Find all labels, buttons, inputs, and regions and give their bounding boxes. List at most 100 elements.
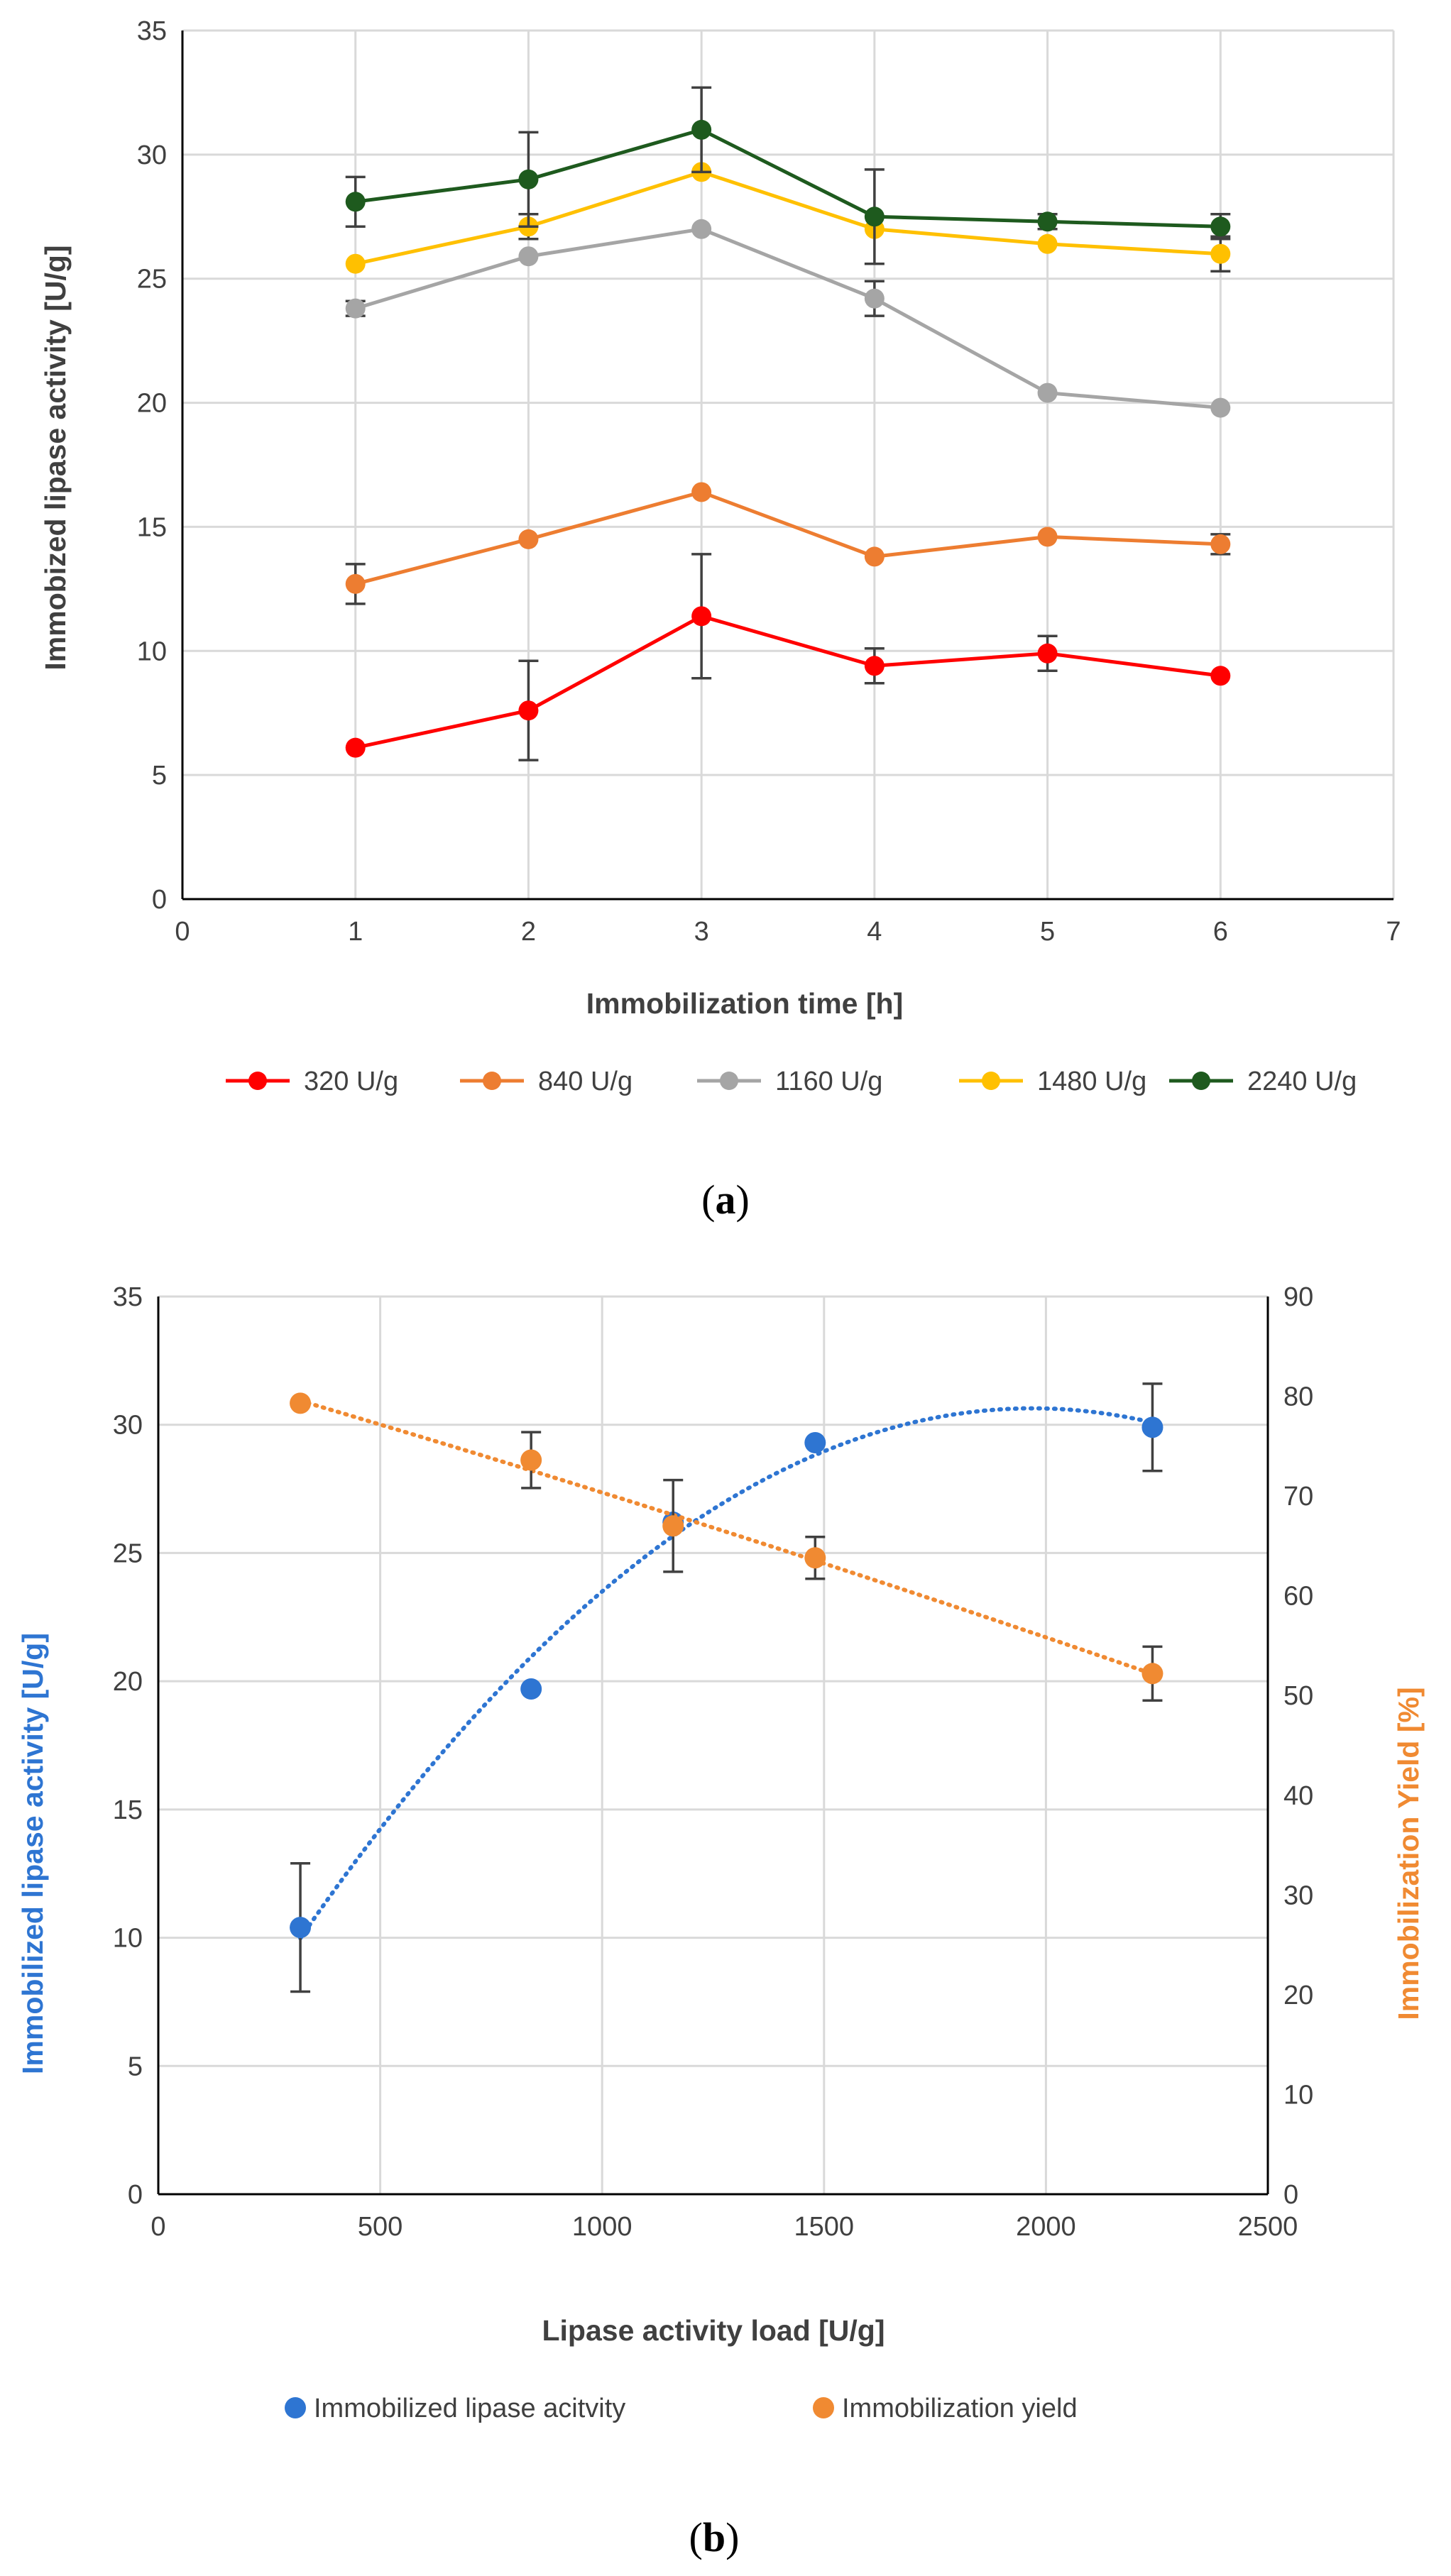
trendline: [298, 1406, 1155, 1941]
chart-a-x-tick-labels: 0 1 2 3 4 5 6 7: [175, 917, 1401, 947]
series-1160-U-g: [345, 219, 1231, 418]
y-tick-label: 10: [137, 637, 167, 666]
data-point: [1210, 666, 1231, 686]
data-point: [804, 1432, 826, 1454]
data-point: [1037, 233, 1058, 254]
y-tick-label: 35: [137, 16, 167, 46]
data-point: [804, 1547, 826, 1569]
legend-item: 1480 U/g: [959, 1067, 1146, 1096]
legend-marker: [1192, 1072, 1210, 1090]
data-point: [1210, 216, 1231, 237]
data-point: [1037, 527, 1058, 547]
chart-b-x-tick-labels: 0 500 1000 1500 2000 2500: [150, 2212, 1298, 2242]
data-point: [691, 606, 712, 627]
x-tick-label: 500: [358, 2212, 403, 2242]
legend-label: Immobilized lipase acitvity: [314, 2394, 625, 2423]
chart-a-legend: 320 U/g 840 U/g 1160 U/g 1480 U/g 2240 U/g: [226, 1067, 1357, 1096]
data-point: [345, 192, 366, 212]
data-point: [1210, 397, 1231, 418]
series-line: [355, 128, 1221, 229]
right-y-tick-label: 0: [1283, 2180, 1298, 2210]
chart-b-left-y-tick-labels: 0 5 10 15 20 25 30 35: [113, 1282, 143, 2210]
data-point: [290, 1392, 312, 1414]
left-y-tick-label: 25: [113, 1539, 143, 1568]
data-point: [864, 207, 885, 227]
legend-label: 320 U/g: [304, 1067, 398, 1096]
series-1480-U-g: [345, 162, 1231, 274]
data-point: [1037, 382, 1058, 403]
legend-label: Immobilization yield: [842, 2394, 1078, 2423]
chart-b-caption-letter: b: [703, 2514, 726, 2560]
x-tick-label: 1500: [794, 2212, 855, 2242]
data-point: [1141, 1416, 1163, 1438]
chart-a-gridlines: [182, 29, 1395, 899]
right-y-tick-label: 60: [1283, 1582, 1313, 1612]
series-2240-U-g: [345, 86, 1231, 265]
chart-b-axes: [157, 1297, 1269, 2196]
data-point: [1037, 643, 1058, 664]
x-tick-label: 2: [521, 917, 536, 947]
right-y-tick-label: 50: [1283, 1681, 1313, 1711]
data-point: [290, 1917, 312, 1939]
right-y-tick-label: 70: [1283, 1482, 1313, 1512]
chart-b-right-y-tick-labels: 0 10 20 30 40 50 60 70 80 90: [1283, 1282, 1313, 2210]
chart-a: 0 1 2 3 4 5 6 7 0 5 10 15 20 25 30 35 Immobilization t…: [39, 16, 1401, 1223]
y-tick-label: 0: [152, 885, 167, 915]
legend-marker: [285, 2397, 306, 2418]
x-tick-label: 1: [348, 917, 363, 947]
x-tick-label: 0: [175, 917, 190, 947]
legend-marker: [813, 2397, 834, 2418]
chart-b-right-y-axis-title: Immobilization Yield [%]: [1392, 1687, 1425, 2020]
data-point: [1210, 243, 1231, 264]
series-immobilization-yield: [290, 1392, 1163, 1702]
data-point: [520, 1678, 542, 1700]
chart-b-caption: (b): [689, 2514, 740, 2560]
data-point: [345, 253, 366, 274]
data-point: [518, 246, 539, 267]
data-point: [345, 298, 366, 319]
y-tick-label: 5: [152, 761, 167, 791]
left-y-tick-label: 0: [128, 2180, 143, 2210]
data-point: [1037, 211, 1058, 232]
series-320-U-g: [345, 553, 1231, 761]
data-point: [864, 546, 885, 567]
right-y-tick-label: 40: [1283, 1781, 1313, 1811]
series-line: [355, 614, 1221, 750]
chart-b: 0 500 1000 1500 2000 2500 0 5 10 15 20 25 30 35 0 10 2…: [16, 1282, 1425, 2560]
right-y-tick-label: 30: [1283, 1881, 1313, 1910]
x-tick-label: 2000: [1016, 2212, 1076, 2242]
legend-item: 1160 U/g: [697, 1067, 882, 1096]
series-line: [355, 490, 1221, 586]
chart-b-gridlines: [158, 1295, 1269, 2194]
y-tick-label: 30: [137, 141, 167, 170]
right-y-tick-label: 80: [1283, 1382, 1313, 1412]
data-point: [691, 219, 712, 239]
data-point: [691, 482, 712, 502]
left-y-tick-label: 30: [113, 1411, 143, 1441]
data-point: [518, 529, 539, 549]
left-y-tick-label: 35: [113, 1282, 143, 1312]
data-point: [1141, 1663, 1163, 1685]
chart-a-y-axis-title: Immobized lipase activity [U/g]: [39, 245, 72, 670]
data-point: [864, 656, 885, 676]
left-y-tick-label: 5: [128, 2052, 143, 2081]
data-point: [691, 119, 712, 140]
data-point: [345, 573, 366, 594]
legend-marker: [982, 1072, 1000, 1090]
legend-item: 2240 U/g: [1169, 1067, 1357, 1096]
y-tick-label: 20: [137, 389, 167, 419]
chart-a-caption-letter: a: [716, 1177, 736, 1223]
data-point: [662, 1515, 684, 1537]
chart-a-y-tick-labels: 0 5 10 15 20 25 30 35: [137, 16, 167, 915]
chart-b-series: [290, 1382, 1163, 1993]
x-tick-label: 2500: [1238, 2212, 1298, 2242]
series-line: [355, 170, 1221, 266]
x-tick-label: 5: [1040, 917, 1055, 947]
legend-item: Immobilization yield: [813, 2394, 1078, 2423]
series-840-U-g: [345, 482, 1231, 605]
data-point: [520, 1449, 542, 1471]
left-y-tick-label: 15: [113, 1795, 143, 1825]
x-tick-label: 1000: [572, 2212, 633, 2242]
right-y-tick-label: 20: [1283, 1981, 1313, 2010]
